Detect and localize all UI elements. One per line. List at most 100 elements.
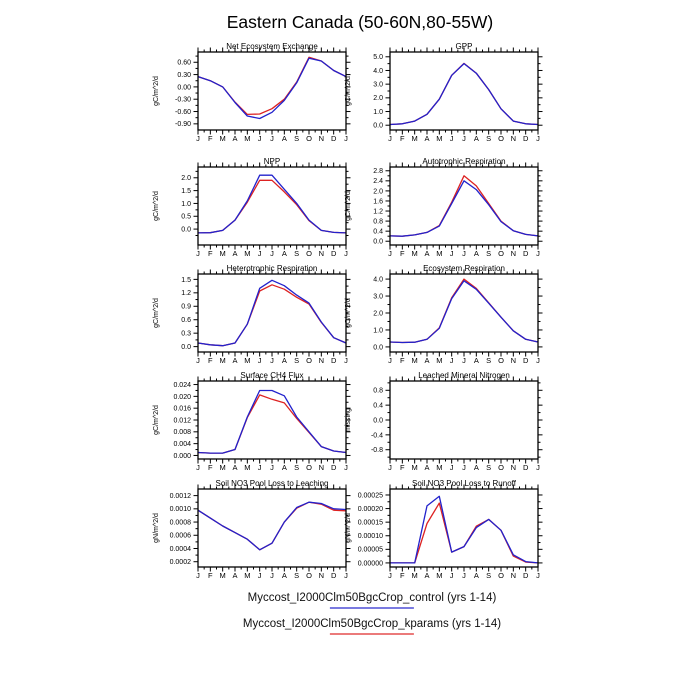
x-tick-label: A bbox=[474, 356, 479, 365]
y-tick-label: 0.00015 bbox=[358, 520, 383, 527]
x-tick-label: J bbox=[270, 463, 274, 472]
x-tick-label: N bbox=[319, 571, 324, 580]
x-tick-label: O bbox=[306, 249, 312, 258]
x-tick-label: M bbox=[244, 463, 250, 472]
x-tick-label: J bbox=[450, 249, 454, 258]
x-tick-label: J bbox=[258, 571, 262, 580]
series-line-control bbox=[389, 280, 539, 344]
x-tick-label: A bbox=[282, 463, 287, 472]
y-axis-label: gN/m^2/d bbox=[153, 513, 160, 543]
x-tick-label: D bbox=[523, 134, 529, 143]
x-tick-label: D bbox=[523, 463, 529, 472]
y-tick-label: 0.0012 bbox=[170, 493, 192, 500]
x-tick-label: J bbox=[258, 134, 262, 143]
plot-frame bbox=[389, 166, 539, 246]
x-tick-label: J bbox=[270, 356, 274, 365]
legend-item-kparams: Myccost_I2000Clm50BgcCrop_kparams (yrs 1… bbox=[243, 617, 501, 635]
plot-frame bbox=[197, 380, 347, 460]
x-tick-label: D bbox=[523, 356, 529, 365]
x-tick-label: J bbox=[196, 356, 200, 365]
plot-frame bbox=[389, 51, 539, 131]
x-tick-label: F bbox=[400, 249, 405, 258]
y-tick-label: 0.60 bbox=[177, 60, 191, 67]
x-tick-label: F bbox=[208, 249, 213, 258]
y-axis-label: missing bbox=[345, 408, 352, 432]
y-tick-label: 0.30 bbox=[177, 72, 191, 79]
x-tick-label: J bbox=[536, 134, 540, 143]
x-tick-label: J bbox=[536, 463, 540, 472]
y-tick-label: 0.0 bbox=[181, 226, 191, 233]
y-tick-label: 1.0 bbox=[373, 109, 383, 116]
legend-label-kparams: Myccost_I2000Clm50BgcCrop_kparams (yrs 1… bbox=[242, 618, 502, 630]
x-tick-label: F bbox=[208, 571, 213, 580]
y-tick-label: 0.020 bbox=[173, 394, 191, 401]
x-tick-label: J bbox=[450, 571, 454, 580]
y-tick-label: 2.0 bbox=[373, 188, 383, 195]
y-axis-label: gC/m^2/d bbox=[153, 405, 160, 435]
x-tick-label: J bbox=[344, 249, 348, 258]
y-axis-label: gC/m^2/d bbox=[345, 298, 352, 328]
y-tick-label: 0.0 bbox=[373, 344, 383, 351]
y-tick-label: -0.90 bbox=[175, 121, 191, 128]
y-tick-label: 3.0 bbox=[373, 82, 383, 89]
y-tick-label: 0.008 bbox=[173, 429, 191, 436]
x-tick-label: S bbox=[486, 249, 491, 258]
y-axis-label: gC/m^2/d bbox=[153, 76, 160, 106]
series-line-kparams bbox=[197, 284, 347, 347]
series-line-control bbox=[389, 62, 539, 126]
x-tick-label: S bbox=[294, 463, 299, 472]
x-tick-label: A bbox=[424, 134, 429, 143]
x-tick-label: N bbox=[511, 571, 516, 580]
panel-title: Soil NO3 Pool Loss to Runoff bbox=[412, 479, 517, 488]
y-tick-label: 4.0 bbox=[373, 276, 383, 283]
x-tick-label: J bbox=[388, 463, 392, 472]
x-tick-label: J bbox=[196, 571, 200, 580]
x-tick-label: A bbox=[424, 571, 429, 580]
x-tick-label: S bbox=[486, 134, 491, 143]
series-line-control bbox=[197, 389, 347, 454]
x-tick-label: A bbox=[474, 571, 479, 580]
y-tick-label: 0.9 bbox=[181, 304, 191, 311]
x-tick-label: A bbox=[232, 571, 237, 580]
y-tick-label: 0.4 bbox=[373, 403, 383, 410]
y-tick-label: -0.60 bbox=[175, 109, 191, 116]
x-tick-label: M bbox=[244, 134, 250, 143]
y-tick-label: 0.0 bbox=[373, 239, 383, 246]
y-tick-label: 0.0 bbox=[373, 123, 383, 130]
x-tick-label: A bbox=[282, 249, 287, 258]
x-tick-label: J bbox=[462, 134, 466, 143]
x-tick-label: J bbox=[450, 134, 454, 143]
x-tick-label: A bbox=[232, 463, 237, 472]
y-tick-label: 0.0004 bbox=[170, 546, 192, 553]
series-line-control bbox=[197, 57, 347, 120]
x-tick-label: A bbox=[232, 134, 237, 143]
y-tick-label: 0.00010 bbox=[358, 533, 383, 540]
y-tick-label: 0.0 bbox=[181, 344, 191, 351]
series-line-kparams bbox=[389, 175, 539, 237]
x-tick-label: M bbox=[412, 571, 418, 580]
y-tick-label: 1.5 bbox=[181, 188, 191, 195]
x-tick-label: D bbox=[331, 571, 337, 580]
y-tick-label: 0.8 bbox=[373, 388, 383, 395]
panel-title: Autotrophic Respiration bbox=[422, 157, 505, 166]
series-line-control bbox=[197, 174, 347, 234]
y-tick-label: 0.0002 bbox=[170, 559, 192, 566]
x-tick-label: N bbox=[511, 134, 516, 143]
y-axis-label: gC/m^2/d bbox=[345, 191, 352, 221]
y-tick-label: 0.00025 bbox=[358, 492, 383, 499]
x-tick-label: F bbox=[400, 463, 405, 472]
series-line-control bbox=[197, 279, 347, 347]
x-tick-label: J bbox=[462, 571, 466, 580]
y-tick-label: 0.4 bbox=[373, 229, 383, 236]
x-tick-label: D bbox=[331, 249, 337, 258]
x-tick-label: F bbox=[208, 134, 213, 143]
series-line-kparams bbox=[197, 394, 347, 454]
x-tick-label: O bbox=[498, 249, 504, 258]
x-tick-label: J bbox=[450, 463, 454, 472]
y-tick-label: 2.8 bbox=[373, 168, 383, 175]
x-tick-label: J bbox=[196, 463, 200, 472]
